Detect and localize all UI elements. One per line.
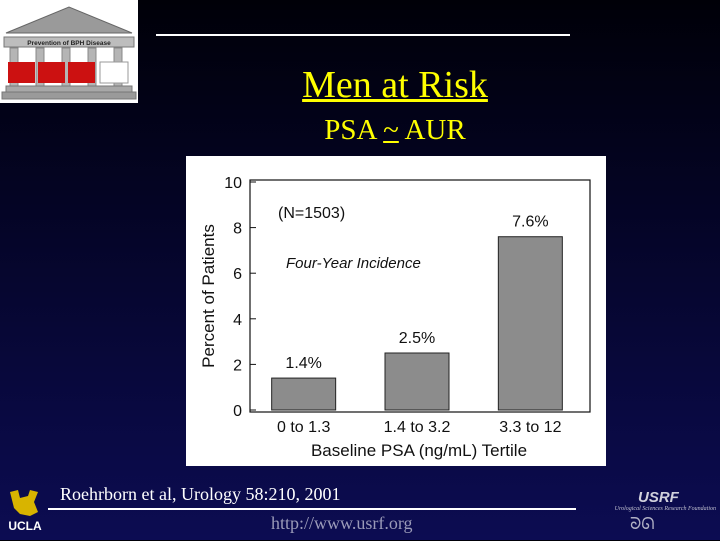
subtitle-symbol: ~ [383,114,399,146]
y-axis-label: Percent of Patients [199,224,218,368]
top-divider [156,34,570,36]
slide-subtitle: PSA ~ AUR [0,116,720,145]
bph-logo: Prevention of BPH Disease [0,0,138,103]
y-tick-label: 0 [233,403,242,420]
usrf-emblem-icon: ᘐᘏ [630,514,655,533]
logo-banner-text: Prevention of BPH Disease [27,40,111,47]
citation: Roehrborn et al, Urology 58:210, 2001 [60,484,341,504]
bar-chart: Percent of Patients Baseline PSA (ng/mL)… [199,175,591,460]
logo-roof [5,6,133,34]
ucla-shape [10,490,38,516]
subtitle-right: AUR [404,114,466,146]
ucla-logo: UCLA [4,486,46,536]
incidence-annotation: Four-Year Incidence [286,255,421,272]
x-tick-label: 3.3 to 12 [499,419,561,436]
bottom-divider [48,508,576,510]
chart-panel: Percent of Patients Baseline PSA (ng/mL)… [186,156,606,466]
bar [271,377,337,411]
logo-banner [3,36,135,48]
bar-value-label: 1.4% [285,355,321,372]
plot-frame [249,179,591,413]
slide-title: Men at Risk [302,64,488,106]
y-tick-label: 10 [224,175,242,192]
x-tick-label: 0 to 1.3 [277,419,330,436]
sample-size-annotation: (N=1503) [278,205,345,222]
ucla-text: UCLA [8,519,42,533]
bar [384,352,450,411]
logo-red-block [68,62,95,83]
bar [497,236,563,411]
usrf-subtitle: Urological Sciences Research Foundation [614,506,716,512]
subtitle-left: PSA [324,114,376,146]
usrf-logo: USRF Urological Sciences Research Founda… [596,488,716,536]
logo-white-block [99,61,129,84]
bar-value-label: 2.5% [399,330,435,347]
y-tick-label: 2 [233,357,242,374]
y-tick-label: 4 [233,312,242,329]
bar-value-label: 7.6% [512,214,548,231]
usrf-title: USRF [638,489,679,506]
y-tick-label: 6 [233,266,242,283]
y-tick-label: 8 [233,221,242,238]
x-axis-label: Baseline PSA (ng/mL) Tertile [311,441,527,460]
logo-red-block [8,62,35,83]
temple-icon: Prevention of BPH Disease [1,6,137,100]
logo-red-block [38,62,65,83]
ucla-bear-icon: UCLA [8,490,42,533]
x-tick-label: 1.4 to 3.2 [384,419,451,436]
footer-url[interactable]: http://www.usrf.org [271,513,413,533]
logo-step [1,91,137,100]
